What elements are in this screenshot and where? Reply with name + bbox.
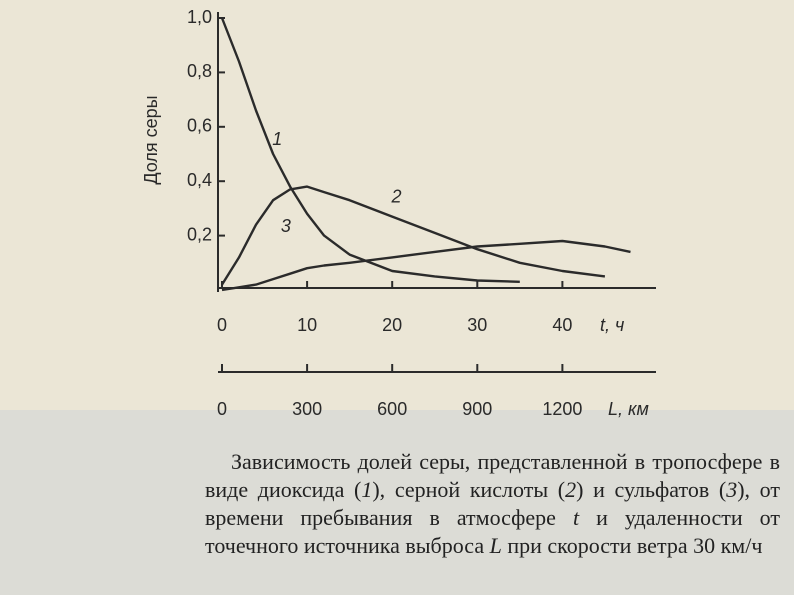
- series-line: [221, 239, 631, 292]
- caption-part: t: [572, 505, 580, 530]
- x-tick-label: 20: [382, 315, 402, 335]
- x-tick-label: 10: [297, 315, 317, 335]
- caption-part: L: [489, 533, 502, 558]
- caption-part: и удаленности от точечного источника выб…: [205, 505, 780, 558]
- series-line: [220, 17, 520, 283]
- caption-part: Зависимость долей серы, представленной в…: [205, 449, 780, 502]
- caption-part: 3: [726, 477, 738, 502]
- figure-caption: Зависимость долей серы, представленной в…: [205, 448, 780, 560]
- caption-part: ), от времени пребывания в атмосфере: [205, 477, 780, 530]
- y-tick-label: 0,4: [187, 170, 212, 190]
- x2-axis-label: L, км: [608, 399, 649, 419]
- chart: Доля серы t, ч L, км 0,20,40,60,81,00 10 2…: [141, 7, 656, 419]
- y-tick-label: 1,0: [187, 7, 212, 27]
- x-tick-label: 0: [217, 315, 227, 335]
- x-tick-label: 30: [467, 315, 487, 335]
- caption-background: [0, 410, 794, 595]
- x2-tick-label: 1200: [542, 399, 582, 419]
- caption-part: при скорости ветра 30 км/ч: [501, 533, 763, 558]
- y-tick-label: 0,6: [187, 116, 212, 136]
- x2-tick-label: 900: [462, 399, 492, 419]
- x-axis-label: t, ч: [600, 315, 624, 335]
- y-tick-label: 0,8: [187, 61, 212, 81]
- x2-tick-label: 0: [217, 399, 227, 419]
- y-axis-label: Доля серы: [141, 95, 161, 184]
- caption-part: ), серной кислоты (: [372, 477, 566, 502]
- x-tick-label: 40: [552, 315, 572, 335]
- series-label: 2: [390, 186, 401, 206]
- caption-part: ) и сульфатов (: [576, 477, 727, 502]
- x2-tick-label: 300: [292, 399, 322, 419]
- x2-tick-label: 600: [377, 399, 407, 419]
- y-tick-label: 0,2: [187, 224, 212, 244]
- caption-part: 1: [361, 477, 373, 502]
- series-label: 3: [281, 216, 291, 236]
- series-line: [220, 185, 606, 286]
- series-label: 1: [272, 129, 282, 149]
- caption-part: 2: [565, 477, 577, 502]
